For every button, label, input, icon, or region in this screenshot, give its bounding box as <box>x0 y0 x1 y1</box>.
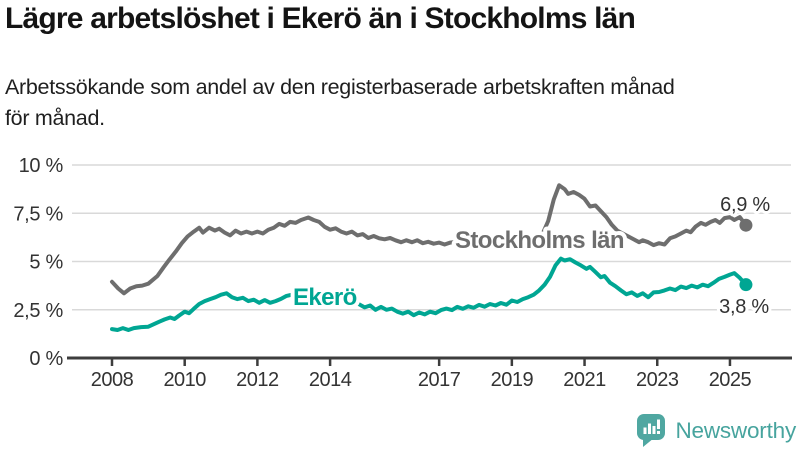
end-value-label: 6,9 % <box>720 194 770 216</box>
y-tick-label: 5 % <box>29 252 63 274</box>
x-tick-label: 2008 <box>91 369 134 391</box>
series-label: Stockholms län <box>455 227 624 254</box>
y-tick-label: 7,5 % <box>13 203 63 225</box>
x-tick-label: 2021 <box>563 369 606 391</box>
series-line-stockholms-lan <box>110 183 748 296</box>
x-tick-label: 2012 <box>236 369 279 391</box>
series-label: Ekerö <box>293 284 357 311</box>
x-tick-label: 2014 <box>309 369 352 391</box>
x-tick-label: 2023 <box>636 369 679 391</box>
end-dot <box>739 278 753 292</box>
end-value-label: 3,8 % <box>719 296 769 318</box>
y-tick-label: 0 % <box>29 348 63 370</box>
y-tick-label: 2,5 % <box>13 300 63 322</box>
subtitle-line-1: Arbetssökande som andel av den registerb… <box>5 75 675 99</box>
newsworthy-logo-text: Newsworthy <box>675 417 796 443</box>
x-tick-label: 2019 <box>491 369 534 391</box>
x-tick-label: 2017 <box>418 369 461 391</box>
x-tick-label: 2025 <box>709 369 752 391</box>
y-tick-label: 10 % <box>19 155 64 177</box>
x-tick-label: 2010 <box>163 369 206 391</box>
series-line-ekero <box>110 256 748 332</box>
newsworthy-logo: Newsworthy <box>634 413 796 448</box>
chart-subtitle: Arbetssökande som andel av den registerb… <box>5 72 675 134</box>
page-title: Lägre arbetslöshet i Ekerö än i Stockhol… <box>5 2 636 35</box>
end-dot <box>739 218 753 232</box>
newsworthy-logo-icon <box>637 414 666 447</box>
subtitle-line-2: för månad. <box>5 106 105 130</box>
